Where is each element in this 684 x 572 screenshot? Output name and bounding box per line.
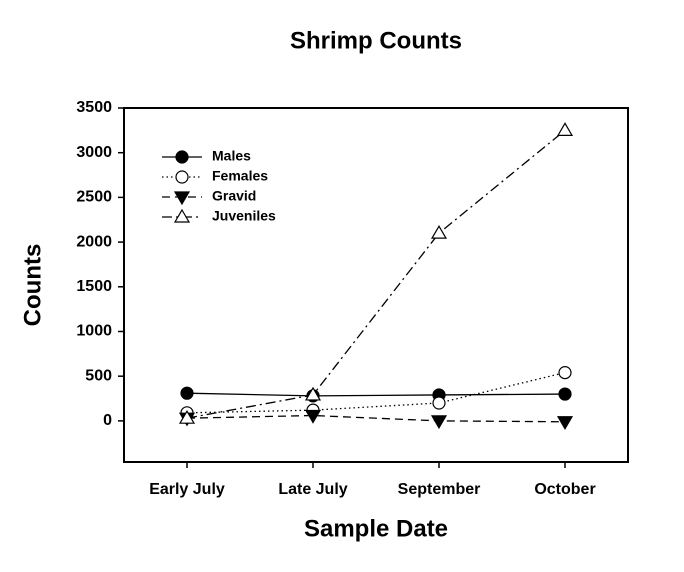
x-tick-label: September	[398, 481, 481, 498]
chart-title: Shrimp Counts	[290, 27, 462, 54]
legend-label: Males	[212, 148, 251, 164]
legend-marker	[175, 150, 189, 164]
y-tick-label: 2000	[76, 233, 112, 250]
x-tick-label: October	[534, 481, 595, 498]
marker	[556, 416, 574, 430]
marker	[558, 366, 572, 380]
marker	[178, 410, 196, 424]
y-axis-label: Counts	[19, 244, 46, 327]
plot-frame	[123, 107, 629, 463]
y-tick-label: 2500	[76, 189, 112, 206]
marker	[430, 224, 448, 239]
y-tick-label: 1000	[76, 323, 112, 340]
series-line	[186, 371, 566, 414]
legend-marker	[173, 191, 191, 206]
y-tick-label: 3000	[76, 144, 112, 161]
legend-label: Gravid	[212, 188, 256, 204]
x-tick-label: Late July	[278, 481, 347, 498]
marker	[180, 386, 194, 400]
y-tick-label: 1500	[76, 278, 112, 295]
y-tick-label: 500	[85, 367, 112, 384]
y-tick-label: 3500	[76, 99, 112, 116]
marker	[558, 387, 572, 401]
legend-marker	[173, 208, 191, 223]
series-line	[186, 129, 566, 419]
y-tick-label: 0	[103, 412, 112, 429]
legend-label: Juveniles	[212, 208, 276, 224]
series-line	[186, 414, 566, 423]
marker	[304, 386, 322, 401]
marker	[432, 396, 446, 410]
legend-label: Females	[212, 168, 268, 184]
marker	[430, 415, 448, 430]
series-line	[186, 392, 566, 397]
marker	[556, 122, 574, 136]
x-tick-label: Early July	[149, 481, 225, 498]
legend-marker	[175, 170, 189, 184]
x-axis-label: Sample Date	[304, 515, 448, 542]
marker	[304, 409, 322, 424]
